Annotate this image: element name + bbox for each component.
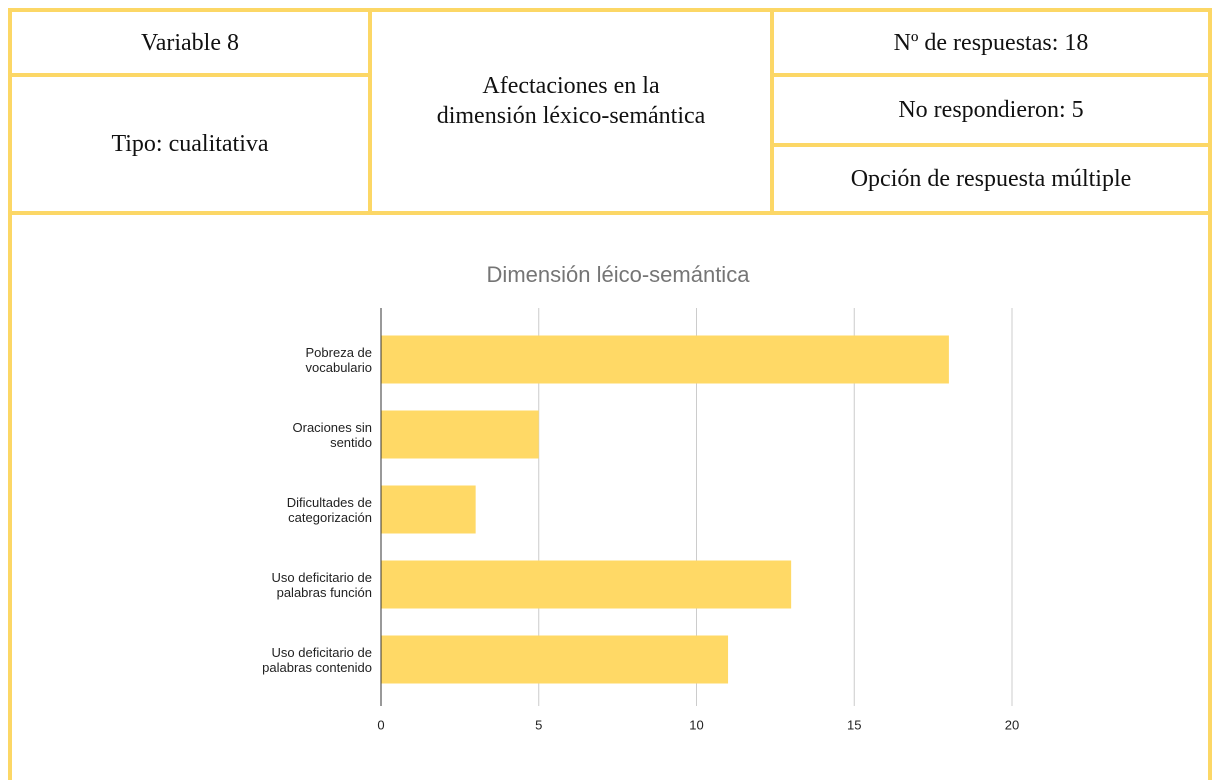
bar [381,560,792,609]
y-tick-label: Pobreza de vocabulario [305,344,373,375]
y-tick-label: Dificultades de categorización [286,494,372,525]
chart-title: Dimensión léico-semántica [487,262,751,287]
bar [381,335,949,384]
bar [381,410,539,459]
x-tick-label: 5 [535,717,542,732]
x-tick-label: 10 [689,717,703,732]
y-tick-label: Uso deficitario de palabras función [271,569,372,600]
chart-cell [8,211,1212,780]
bar [381,485,476,534]
bar [381,635,729,684]
option-cell: Opción de respuesta múltiple [770,143,1212,215]
y-tick-label: Uso deficitario de palabras contenido [262,644,372,675]
x-tick-label: 20 [1005,717,1019,732]
x-tick-label: 0 [377,717,384,732]
y-tick-label: Oraciones sin sentido [292,419,372,450]
x-tick-label: 15 [847,717,861,732]
